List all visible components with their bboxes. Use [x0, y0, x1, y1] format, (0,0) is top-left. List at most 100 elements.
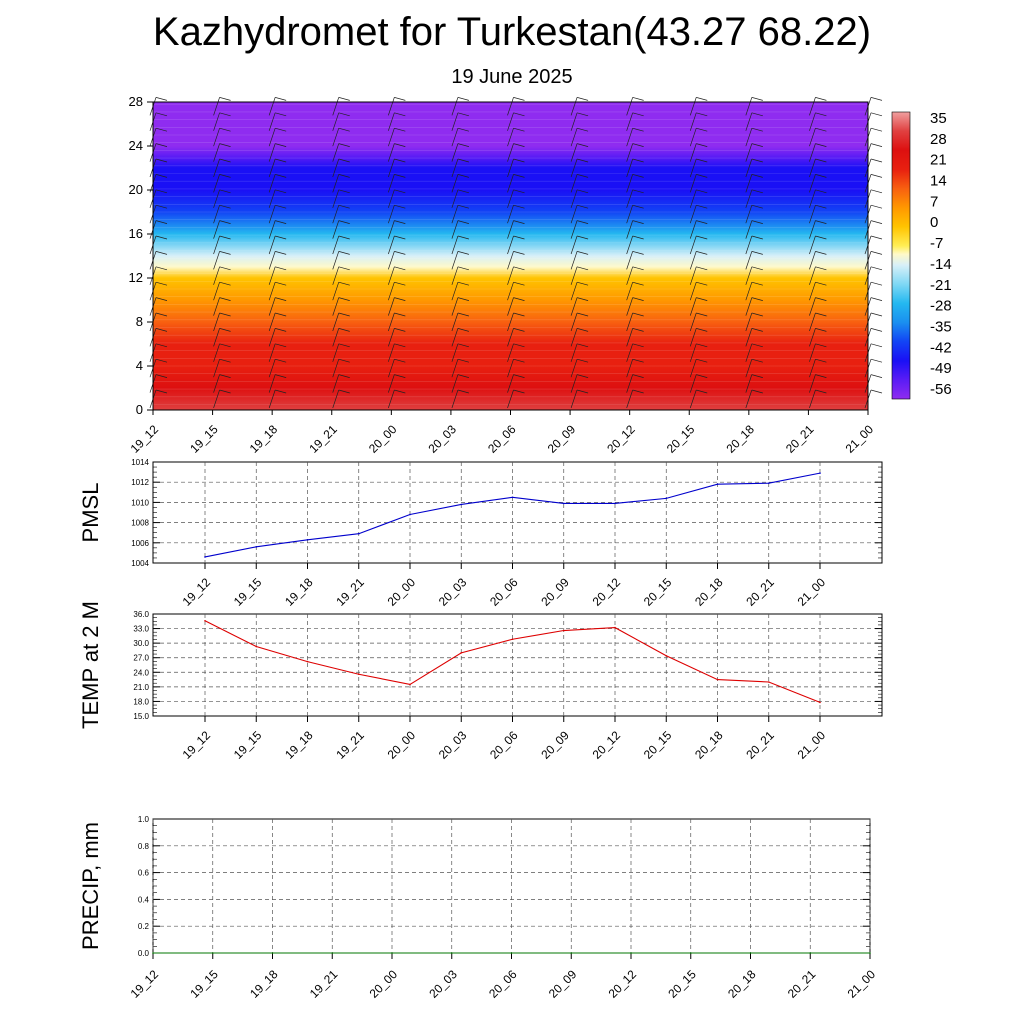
wind-barb-flag [632, 158, 644, 163]
wind-barb-flag [751, 389, 763, 394]
wind-barb [626, 282, 633, 301]
wind-barb [745, 359, 753, 378]
data-point [511, 496, 514, 499]
y-tick-label: 1010 [131, 498, 149, 507]
x-tick-label: 20_06 [485, 422, 519, 456]
wind-barb-flag [576, 266, 589, 271]
wind-barb [745, 97, 753, 116]
data-point [665, 497, 668, 500]
x-tick-label: 20_06 [487, 575, 521, 609]
x-tick-label: 20_18 [692, 728, 726, 762]
wind-barb-flag [751, 112, 763, 117]
chart-subtitle: 19 June 2025 [451, 66, 573, 88]
wind-barb-flag [338, 143, 350, 147]
wind-barb [507, 297, 514, 316]
wind-barb-flag [219, 158, 231, 163]
wind-barb-flag [632, 312, 644, 317]
wind-barb [689, 251, 697, 270]
wind-barb [268, 174, 276, 193]
wind-barb-flag [394, 158, 406, 163]
wind-barb [332, 158, 340, 178]
wind-barb-flag [155, 189, 168, 194]
wind-barb [213, 343, 220, 362]
colorbar-label: 0 [930, 214, 938, 231]
wind-barb [388, 266, 395, 285]
y-tick-label: 27.0 [133, 654, 149, 663]
wind-barb [626, 128, 633, 147]
x-tick-label: 20_00 [385, 728, 419, 762]
wind-barb-flag [696, 374, 708, 378]
wind-barb [451, 328, 459, 347]
data-point [614, 626, 616, 629]
wind-barb [745, 128, 753, 147]
wind-barb [332, 312, 340, 332]
wind-barb-flag [751, 281, 763, 286]
data-point [204, 556, 206, 558]
wind-barb-flag [696, 174, 708, 178]
y-tick-label: 8 [136, 314, 143, 329]
wind-barb-flag [275, 112, 287, 117]
wind-barb-flag [751, 127, 763, 132]
wind-barb-flag [870, 374, 883, 378]
wind-barb-flag [632, 389, 644, 394]
data-point [306, 660, 309, 663]
wind-barb [809, 359, 816, 378]
wind-barb [745, 374, 753, 393]
wind-barb [570, 189, 578, 208]
wind-barb-flag [751, 158, 763, 163]
wind-barb [213, 189, 220, 208]
wind-barb [332, 189, 340, 208]
wind-barb-flag [457, 220, 470, 224]
wind-barb-flag [632, 281, 644, 286]
wind-barb [626, 143, 633, 162]
wind-barb-flag [696, 312, 708, 317]
wind-barb [570, 112, 578, 131]
colorbar-label: -7 [930, 235, 943, 252]
wind-barb-flag [576, 343, 589, 348]
wind-barb-flag [219, 389, 231, 394]
wind-barb [507, 220, 514, 239]
data-point [819, 701, 821, 704]
y-tick-label: 0.2 [138, 922, 150, 931]
wind-barb-flag [576, 174, 589, 178]
wind-barb [451, 312, 459, 332]
x-tick-label: 20_21 [743, 575, 777, 609]
wind-barb-flag [155, 112, 168, 117]
wind-barb [809, 174, 816, 193]
wind-barb-flag [394, 281, 406, 286]
wind-barb-flag [870, 112, 883, 117]
wind-barb [332, 128, 340, 147]
wind-barb-flag [751, 204, 763, 209]
wind-barb-flag [870, 158, 883, 163]
y-tick-label: 0.4 [138, 895, 150, 904]
wind-barb [388, 97, 395, 116]
y-axis-label: TEMP at 2 M [78, 601, 103, 729]
wind-barb-flag [815, 143, 827, 147]
wind-barb [507, 189, 514, 208]
wind-barb [268, 189, 276, 208]
wind-barb-flag [513, 127, 525, 132]
wind-barb-flag [338, 189, 350, 194]
wind-barb [626, 97, 633, 116]
x-tick-label: 20_18 [725, 967, 759, 1001]
wind-barb [451, 128, 459, 147]
wind-barb-flag [275, 358, 287, 363]
y-tick-label: 15.0 [133, 712, 149, 721]
wind-barb [268, 235, 276, 255]
x-tick-label: 20_03 [436, 575, 470, 609]
x-tick-label: 19_18 [282, 728, 316, 762]
wind-barb-flag [513, 297, 525, 301]
wind-barb-flag [457, 358, 470, 363]
wind-barb [626, 251, 633, 270]
wind-barb-flag [815, 297, 827, 301]
wind-barb-flag [696, 97, 708, 101]
x-tick-label: 20_06 [487, 728, 521, 762]
wind-barb [213, 251, 220, 270]
wind-barb-flag [576, 297, 589, 301]
wind-barb [268, 389, 276, 409]
wind-barb-flag [338, 281, 350, 286]
wind-barb-flag [338, 112, 350, 117]
wind-barb-flag [751, 374, 763, 378]
wind-barb [388, 205, 395, 224]
wind-barb [809, 343, 816, 362]
